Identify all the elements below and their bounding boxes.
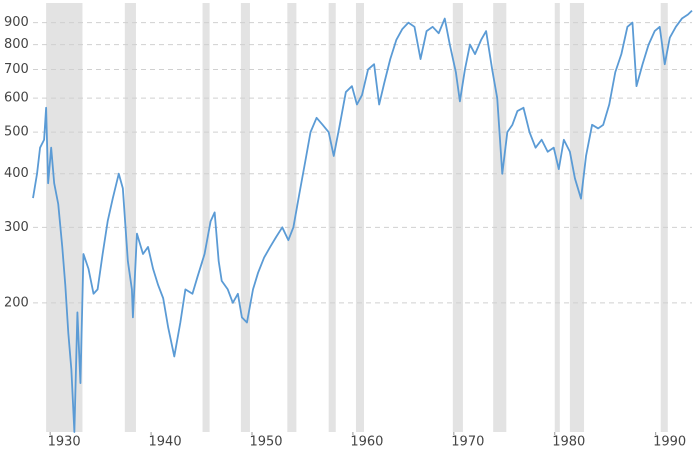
y-tick-label: 800 bbox=[4, 37, 29, 52]
y-tick-label: 600 bbox=[4, 91, 29, 106]
recession-band bbox=[355, 3, 365, 432]
y-tick-label: 400 bbox=[4, 166, 29, 181]
recession-band bbox=[493, 3, 507, 432]
x-tick-label: 1960 bbox=[350, 435, 383, 450]
recession-band bbox=[287, 3, 297, 432]
x-tick-label: 1930 bbox=[48, 435, 81, 450]
recession-band bbox=[452, 3, 463, 432]
y-tick-label: 200 bbox=[4, 295, 29, 310]
recession-band bbox=[569, 3, 585, 432]
y-tick-label: 900 bbox=[4, 15, 29, 30]
recession-band bbox=[660, 3, 668, 432]
x-tick-label: 1940 bbox=[149, 435, 182, 450]
recession-band bbox=[554, 3, 560, 432]
x-tick-label: 1980 bbox=[552, 435, 585, 450]
y-tick-label: 500 bbox=[4, 125, 29, 140]
recession-band bbox=[240, 3, 250, 432]
recession-band bbox=[202, 3, 210, 432]
y-tick-label: 700 bbox=[4, 62, 29, 77]
data-line bbox=[32, 9, 693, 433]
recession-band bbox=[328, 3, 336, 432]
recession-band bbox=[124, 3, 136, 432]
y-tick-label: 300 bbox=[4, 220, 29, 235]
recession-band bbox=[46, 3, 83, 432]
x-tick-label: 1970 bbox=[451, 435, 484, 450]
x-tick-label: 1990 bbox=[653, 435, 686, 450]
x-tick-label: 1950 bbox=[249, 435, 282, 450]
